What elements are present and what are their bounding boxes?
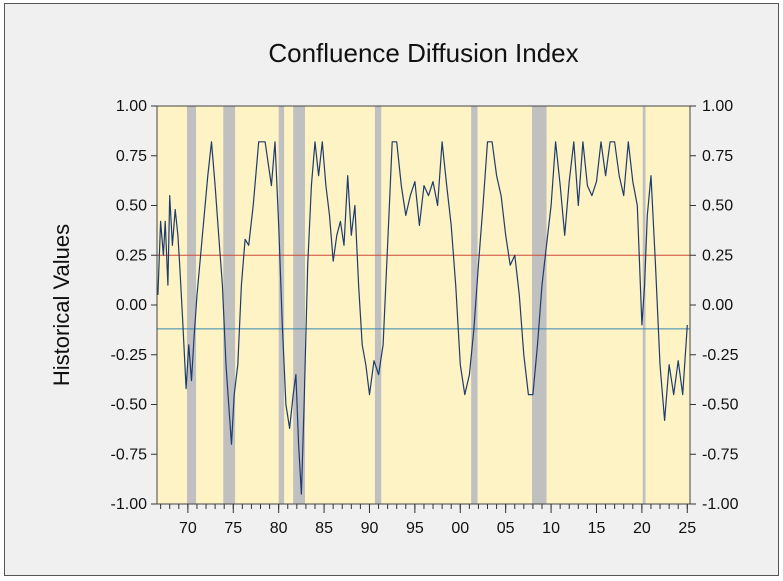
x-tick-label: 25 [678, 520, 696, 537]
recession-band [186, 106, 197, 504]
recession-band [642, 106, 646, 504]
y-tick-label-left: 1.00 [116, 98, 147, 115]
y-tick-label-left: -0.75 [111, 446, 148, 463]
plot-area [157, 106, 690, 504]
y-tick-label-left: 0.75 [116, 148, 147, 165]
y-tick-label-right: 0.75 [702, 148, 733, 165]
y-tick-label-right: 0.25 [702, 247, 733, 264]
y-tick-label-right: 1.00 [702, 98, 733, 115]
y-tick-label-left: 0.25 [116, 247, 147, 264]
recession-band [293, 106, 306, 504]
y-tick-label-right: 0.50 [702, 198, 733, 215]
x-tick-label: 10 [542, 520, 560, 537]
recession-band [471, 106, 478, 504]
x-tick-label: 00 [451, 520, 469, 537]
y-tick-label-right: 0.00 [702, 297, 733, 314]
x-tick-label: 75 [224, 520, 242, 537]
recession-band [223, 106, 236, 504]
x-tick-label: 85 [315, 520, 333, 537]
series-line [157, 141, 688, 495]
y-tick-label-right: -1.00 [702, 496, 739, 513]
y-tick-label-right: -0.50 [702, 397, 739, 414]
y-tick-label-left: -1.00 [111, 496, 148, 513]
recession-band [374, 106, 382, 504]
chart-title: Confluence Diffusion Index [268, 38, 579, 68]
recession-band [532, 106, 547, 504]
y-tick-label-left: -0.50 [111, 397, 148, 414]
x-tick-label: 05 [497, 520, 515, 537]
y-tick-label-left: 0.50 [116, 198, 147, 215]
x-tick-label: 90 [361, 520, 379, 537]
x-tick-label: 95 [406, 520, 424, 537]
x-tick-label: 70 [179, 520, 197, 537]
y-tick-label-left: -0.25 [111, 347, 148, 364]
y-tick-label-left: 0.00 [116, 297, 147, 314]
x-tick-label: 80 [270, 520, 288, 537]
x-tick-label: 20 [633, 520, 651, 537]
y-tick-label-right: -0.75 [702, 446, 739, 463]
x-tick-label: 15 [588, 520, 606, 537]
y-tick-label-right: -0.25 [702, 347, 739, 364]
